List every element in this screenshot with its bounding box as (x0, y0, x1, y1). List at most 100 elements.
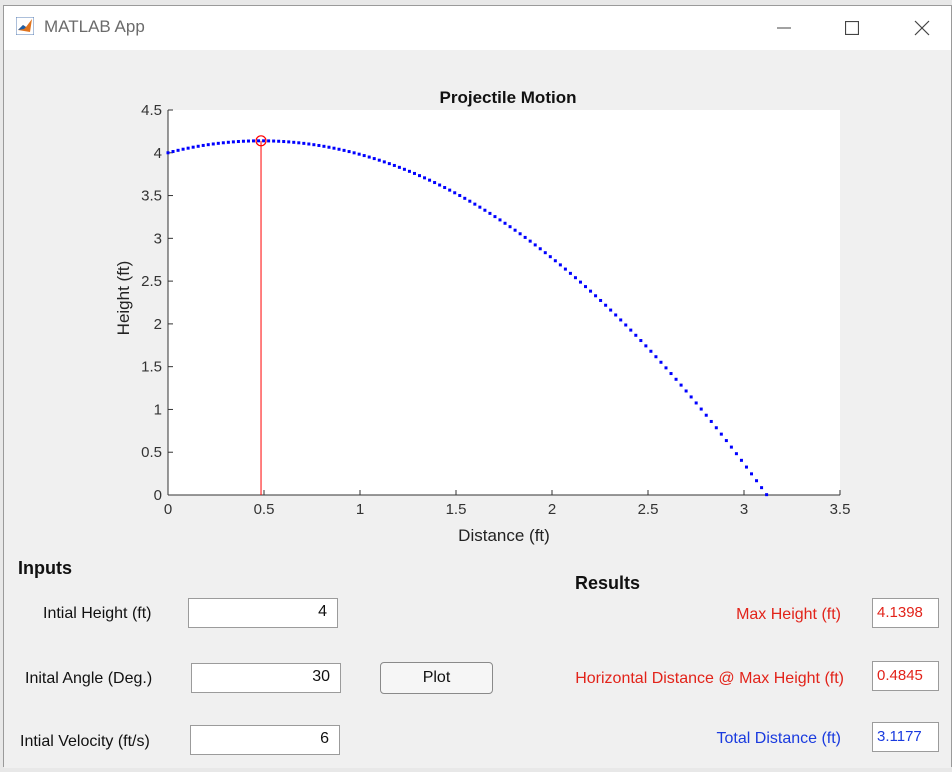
plot-axes[interactable]: 0 0.5 1 1.5 2 2.5 3 3.5 0 0.5 1 1.5 2 2.5 3 3.5 4 4.5 (4, 50, 952, 570)
trajectory-point (317, 143, 321, 147)
trajectory-point (272, 139, 276, 143)
trajectory-point (518, 232, 522, 236)
trajectory-point (433, 181, 437, 185)
trajectory-point (724, 439, 728, 443)
trajectory-point (684, 389, 688, 393)
trajectory-point (312, 143, 316, 147)
max-height-value[interactable]: 4.1398 (872, 598, 939, 628)
y-tick-label: 0.5 (141, 444, 162, 461)
total-distance-value[interactable]: 3.1177 (872, 722, 939, 752)
plot-button[interactable]: Plot (380, 662, 493, 694)
trajectory-point (619, 318, 623, 322)
trajectory-point (765, 493, 769, 497)
trajectory-point (387, 162, 391, 166)
trajectory-point (171, 150, 175, 154)
trajectory-point (644, 344, 648, 348)
max-height-label: Max Height (ft) (736, 606, 841, 623)
trajectory-point (297, 141, 301, 145)
trajectory-point (302, 141, 306, 145)
trajectory-point (428, 178, 432, 182)
trajectory-point (558, 263, 562, 267)
trajectory-point (629, 328, 633, 332)
horizontal-distance-value[interactable]: 0.4845 (872, 661, 939, 691)
trajectory-point (578, 280, 582, 284)
trajectory-point (332, 146, 336, 150)
window-title: MATLAB App (44, 17, 145, 36)
initial-height-field[interactable]: 4 (188, 598, 338, 628)
trajectory-point (241, 139, 245, 143)
trajectory-point (231, 140, 235, 144)
x-tick-label: 2.5 (638, 501, 659, 518)
trajectory-point (709, 419, 713, 423)
trajectory-point (307, 142, 311, 146)
trajectory-point (714, 426, 718, 430)
horizontal-distance-label: Horizontal Distance @ Max Height (ft) (575, 670, 844, 687)
trajectory-point (699, 407, 703, 411)
trajectory-point (176, 148, 180, 152)
trajectory-point (664, 366, 668, 370)
trajectory-point (257, 139, 261, 143)
trajectory-point (407, 169, 411, 173)
trajectory-point (760, 486, 764, 490)
y-tick-label: 4 (154, 145, 162, 162)
trajectory-point (352, 151, 356, 155)
trajectory-point (236, 140, 240, 144)
trajectory-point (473, 202, 477, 206)
trajectory-point (553, 259, 557, 263)
trajectory-point (277, 139, 281, 143)
trajectory-point (418, 174, 422, 178)
title-bar[interactable]: MATLAB App (4, 6, 951, 50)
initial-velocity-field[interactable]: 6 (190, 725, 340, 755)
trajectory-point (397, 165, 401, 169)
trajectory-point (639, 339, 643, 343)
app-content: Projectile Motion 0 0.5 1 1.5 2 2.5 3 3.5 0 0.5 1 1… (4, 50, 951, 768)
trajectory-point (533, 243, 537, 247)
trajectory-point (624, 323, 628, 327)
trajectory-point (382, 160, 386, 164)
y-tick-label: 3 (154, 230, 162, 247)
trajectory-point (211, 142, 215, 146)
initial-angle-field[interactable]: 30 (191, 663, 341, 693)
trajectory-point (246, 139, 250, 143)
plot-background (168, 110, 840, 495)
trajectory-point (694, 401, 698, 405)
trajectory-point (423, 176, 427, 180)
minimize-icon (777, 27, 791, 29)
minimize-button[interactable] (764, 14, 804, 42)
trajectory-point (448, 188, 452, 192)
trajectory-point (216, 141, 220, 145)
trajectory-point (377, 158, 381, 162)
trajectory-point (367, 155, 371, 159)
trajectory-point (689, 395, 693, 399)
trajectory-point (372, 157, 376, 161)
trajectory-point (392, 163, 396, 167)
trajectory-point (523, 235, 527, 239)
trajectory-point (438, 183, 442, 187)
y-axis-label: Height (ft) (114, 260, 133, 336)
max-height-marker (255, 135, 267, 147)
maximize-button[interactable] (832, 14, 872, 42)
close-button[interactable] (902, 14, 942, 42)
matlab-logo-icon (15, 16, 35, 36)
trajectory-point (659, 360, 663, 364)
trajectory-point (221, 141, 225, 145)
trajectory-point (186, 146, 190, 150)
trajectory-point (362, 154, 366, 158)
x-tick-label: 1.5 (446, 501, 467, 518)
trajectory-point (412, 171, 416, 175)
x-tick-label: 1 (356, 501, 364, 518)
trajectory-point (458, 194, 462, 198)
trajectory-point (594, 294, 598, 298)
x-tick-label: 0.5 (254, 501, 275, 518)
trajectory-point (734, 452, 738, 456)
x-tick-label: 3 (740, 501, 748, 518)
trajectory-point (669, 372, 673, 376)
trajectory-point (609, 308, 613, 312)
trajectory-point (181, 147, 185, 151)
trajectory-point (468, 199, 472, 203)
y-tick-label: 2.5 (141, 273, 162, 290)
trajectory-point (508, 225, 512, 229)
trajectory-point (191, 145, 195, 149)
y-tick-label: 0 (154, 487, 162, 504)
trajectory-point (568, 271, 572, 275)
